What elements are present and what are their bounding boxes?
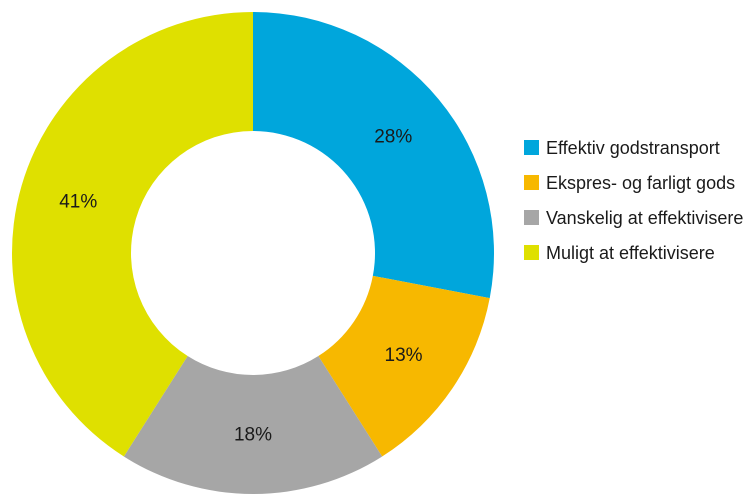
legend-item-ekspres-og-farligt-gods: Ekspres- og farligt gods: [524, 171, 751, 195]
slice-ekspres-og-farligt-gods: [318, 275, 490, 457]
data-label-vanskelig-at-effektivisere: 18%: [234, 425, 272, 446]
slice-labels: 28% 13% 18% 41%: [59, 126, 422, 445]
legend-item-muligt-at-effektivisere: Muligt at effektivisere: [524, 241, 751, 265]
data-label-effektiv-godstransport: 28%: [374, 126, 412, 147]
legend-swatch: [524, 245, 539, 260]
legend-item-vanskelig-at-effektivisere: Vanskelig at effektivisere: [524, 206, 751, 230]
data-label-ekspres-og-farligt-gods: 13%: [385, 345, 423, 366]
slice-vanskelig-at-effektivisere: [123, 356, 383, 494]
legend-swatch: [524, 140, 539, 155]
slice-effektiv-godstransport: [253, 12, 494, 299]
data-label-muligt-at-effektivisere: 41%: [59, 192, 97, 213]
donut-slices: [11, 12, 494, 494]
legend-item-effektiv-godstransport: Effektiv godstransport: [524, 136, 751, 160]
legend-swatch: [524, 175, 539, 190]
legend-label: Ekspres- og farligt gods: [546, 173, 736, 193]
legend-label: Effektiv godstransport: [546, 138, 720, 158]
slice-muligt-at-effektivisere: [11, 12, 253, 457]
legend: Effektiv godstransport Ekspres- og farli…: [524, 136, 751, 276]
legend-label: Vanskelig at effektivisere: [546, 208, 744, 228]
legend-swatch: [524, 210, 539, 225]
legend-label: Muligt at effektivisere: [546, 243, 715, 263]
